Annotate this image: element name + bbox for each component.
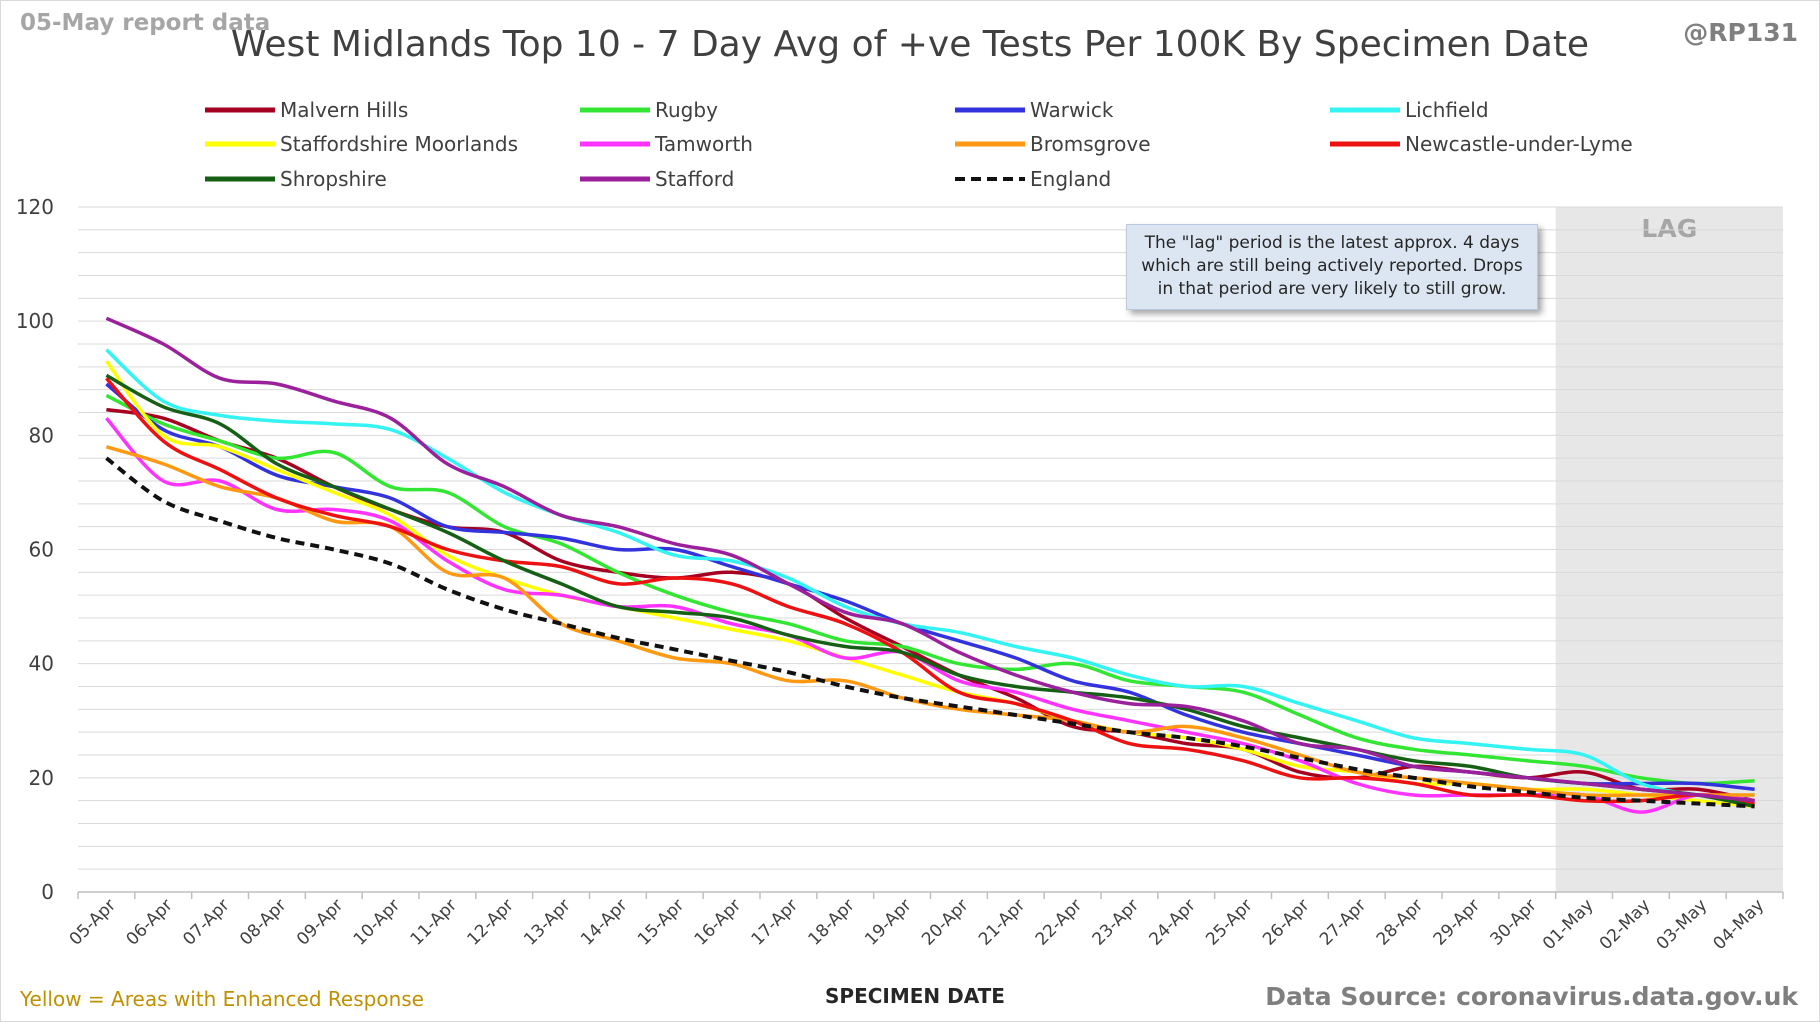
legend-label-shropshire: Shropshire: [280, 167, 387, 191]
series-line-warwick: [105, 382, 1755, 792]
x-tick-label: 29-Apr: [1430, 895, 1484, 949]
legend-label-bromsgrove: Bromsgrove: [1030, 132, 1151, 156]
x-tick-label: 10-Apr: [350, 895, 404, 949]
x-tick-label: 23-Apr: [1089, 895, 1143, 949]
x-tick-label: 26-Apr: [1259, 895, 1313, 949]
y-tick-label: 60: [29, 538, 54, 562]
legend-label-lichfield: Lichfield: [1405, 98, 1489, 122]
x-tick-label: 07-Apr: [179, 895, 233, 949]
x-axis-title: SPECIMEN DATE: [825, 984, 1005, 1008]
legend-label-rugby: Rugby: [655, 98, 718, 122]
x-tick-label: 04-May: [1709, 895, 1768, 954]
x-tick-label: 05-Apr: [66, 895, 120, 949]
series-line-rugby: [105, 393, 1755, 786]
x-tick-label: 12-Apr: [463, 895, 517, 949]
y-tick-label: 80: [29, 423, 54, 447]
x-tick-label: 28-Apr: [1373, 895, 1427, 949]
x-tick-label: 22-Apr: [1032, 895, 1086, 949]
series-line-malvern-hills: [106, 407, 1755, 803]
series-line-staffordshire-moorlands: [105, 360, 1755, 809]
x-tick-label: 14-Apr: [577, 895, 631, 949]
y-tick-label: 100: [16, 309, 54, 333]
x-tick-label: 02-May: [1596, 895, 1655, 954]
series-line-tamworth: [105, 417, 1755, 814]
enhanced-response-note: Yellow = Areas with Enhanced Response: [20, 987, 424, 1011]
x-tick-label: 18-Apr: [804, 895, 858, 949]
x-tick-label: 09-Apr: [293, 895, 347, 949]
x-tick-label: 30-Apr: [1486, 895, 1540, 949]
series-line-newcastle-under-lyme: [105, 377, 1755, 806]
x-tick-label: 17-Apr: [748, 895, 802, 949]
y-tick-label: 40: [29, 652, 54, 676]
report-date-label: 05-May report data: [20, 10, 271, 36]
x-tick-label: 19-Apr: [861, 895, 915, 949]
x-tick-label: 08-Apr: [236, 895, 290, 949]
series-line-shropshire: [105, 373, 1755, 809]
x-tick-label: 21-Apr: [975, 895, 1029, 949]
lag-note-box: The "lag" period is the latest approx. 4…: [1126, 224, 1538, 310]
series-line-lichfield: [105, 348, 1755, 798]
author-handle: @RP131: [1683, 18, 1798, 47]
y-tick-label: 120: [16, 195, 54, 219]
x-tick-label: 03-May: [1653, 895, 1712, 954]
series-line-england: [105, 456, 1755, 809]
legend-label-stafford: Stafford: [655, 167, 734, 191]
x-tick-label: 06-Apr: [122, 895, 176, 949]
x-tick-label: 13-Apr: [520, 895, 574, 949]
x-tick-label: 11-Apr: [407, 895, 461, 949]
x-tick-label: 16-Apr: [691, 895, 745, 949]
legend-label-tamworth: Tamworth: [654, 132, 753, 156]
x-tick-label: 01-May: [1539, 895, 1598, 954]
legend-label-malvern-hills: Malvern Hills: [280, 98, 408, 122]
legend-label-england: England: [1030, 167, 1111, 191]
x-tick-label: 27-Apr: [1316, 895, 1370, 949]
legend-label-warwick: Warwick: [1030, 98, 1114, 122]
chart-title: West Midlands Top 10 - 7 Day Avg of +ve …: [230, 24, 1590, 65]
y-tick-label: 0: [41, 880, 54, 904]
series-line-stafford: [105, 316, 1755, 803]
x-tick-label: 24-Apr: [1145, 895, 1199, 949]
legend-label-staffordshire-moorlands: Staffordshire Moorlands: [280, 132, 518, 156]
x-tick-label: 25-Apr: [1202, 895, 1256, 949]
data-source-label: Data Source: coronavirus.data.gov.uk: [1265, 982, 1798, 1011]
legend-label-newcastle-under-lyme: Newcastle-under-Lyme: [1405, 132, 1633, 156]
lag-label: LAG: [1641, 214, 1697, 243]
y-tick-label: 20: [29, 766, 54, 790]
x-tick-label: 15-Apr: [634, 895, 688, 949]
x-tick-label: 20-Apr: [918, 895, 972, 949]
